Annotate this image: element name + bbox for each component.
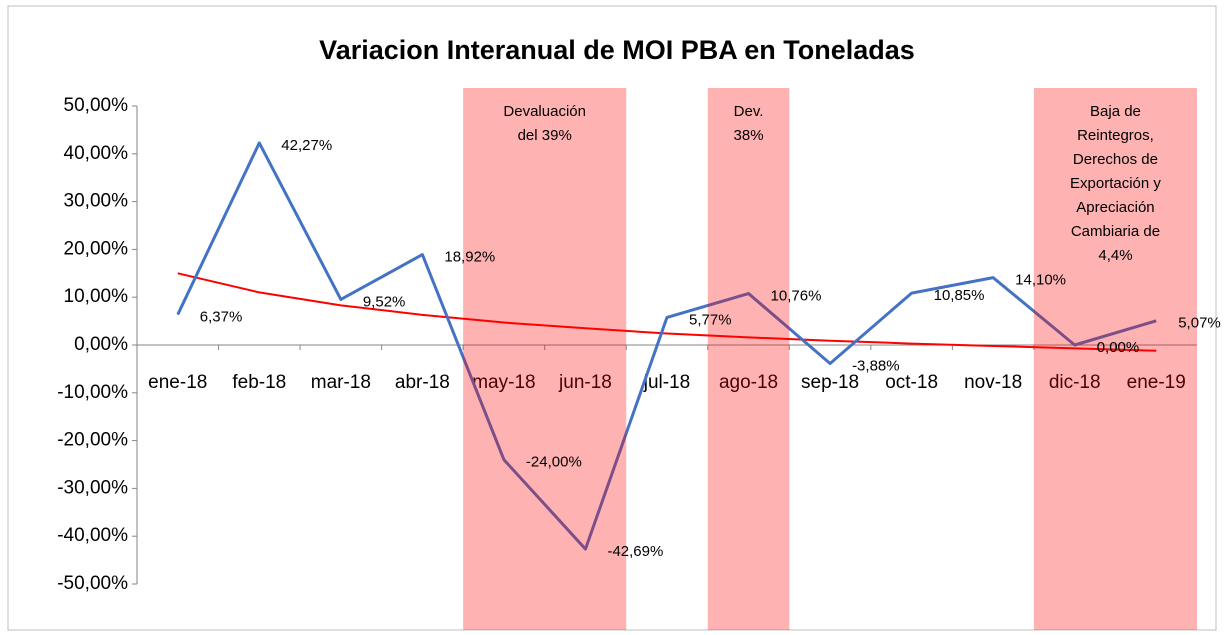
x-tick-label: oct-18	[885, 372, 938, 393]
data-label: 10,76%	[771, 288, 822, 305]
y-tick-label: 50,00%	[64, 95, 129, 116]
region-label: Derechos de	[1073, 151, 1158, 168]
y-tick-label: -30,00%	[57, 477, 128, 498]
data-label: 18,92%	[444, 249, 495, 266]
region-label: Cambiaria de	[1071, 223, 1160, 240]
data-label: -42,69%	[607, 543, 663, 560]
y-tick-label: -40,00%	[57, 525, 128, 546]
region-label: Devaluación	[503, 103, 586, 120]
data-label: 14,10%	[1015, 272, 1066, 289]
x-tick-label: abr-18	[395, 372, 450, 393]
x-tick-label: dic-18	[1049, 372, 1101, 393]
x-tick-label: sep-18	[801, 372, 859, 393]
y-tick-label: -50,00%	[57, 573, 128, 594]
region-label: del 39%	[518, 127, 572, 144]
x-tick-label: may-18	[472, 372, 535, 393]
y-tick-label: 0,00%	[74, 334, 128, 355]
chart-title: Variacion Interanual de MOI PBA en Tonel…	[319, 35, 915, 65]
data-label: 10,85%	[934, 287, 985, 304]
region-label: Dev.	[734, 103, 764, 120]
region-label: 4,4%	[1098, 247, 1132, 264]
chart-border	[7, 5, 1217, 631]
y-tick-label: 20,00%	[64, 238, 129, 259]
series-line	[176, 141, 1157, 551]
shaded-region	[707, 88, 790, 630]
region-label: Reintegros,	[1077, 127, 1154, 144]
region-label: 38%	[734, 127, 764, 144]
region-label: Baja de	[1090, 103, 1141, 120]
x-tick-label: ago-18	[719, 372, 778, 393]
data-label: 5,77%	[689, 311, 732, 328]
shaded-region	[463, 88, 627, 630]
x-tick-label: feb-18	[232, 372, 286, 393]
data-label: 42,27%	[281, 137, 332, 154]
data-label: -24,00%	[526, 454, 582, 471]
shaded-region	[1033, 88, 1197, 630]
y-tick-label: 40,00%	[64, 143, 129, 164]
region-label: Exportación y	[1070, 175, 1161, 192]
data-label: 5,07%	[1178, 315, 1221, 332]
y-tick-label: 10,00%	[64, 286, 129, 307]
trend-line	[177, 272, 1157, 352]
x-tick-label: mar-18	[311, 372, 371, 393]
x-tick-label: jul-18	[643, 372, 690, 393]
data-label: 0,00%	[1097, 339, 1140, 356]
x-tick-label: jun-18	[558, 372, 612, 393]
y-tick-label: -10,00%	[57, 382, 128, 403]
data-label: -3,88%	[852, 358, 900, 375]
data-label: 9,52%	[363, 293, 406, 310]
x-tick-label: ene-18	[148, 372, 207, 393]
x-tick-label: nov-18	[964, 372, 1022, 393]
x-tick-label: ene-19	[1127, 372, 1186, 393]
y-tick-label: 30,00%	[64, 191, 129, 212]
data-label: 6,37%	[200, 309, 243, 326]
y-tick-label: -20,00%	[57, 430, 128, 451]
region-label: Apreciación	[1076, 199, 1154, 216]
